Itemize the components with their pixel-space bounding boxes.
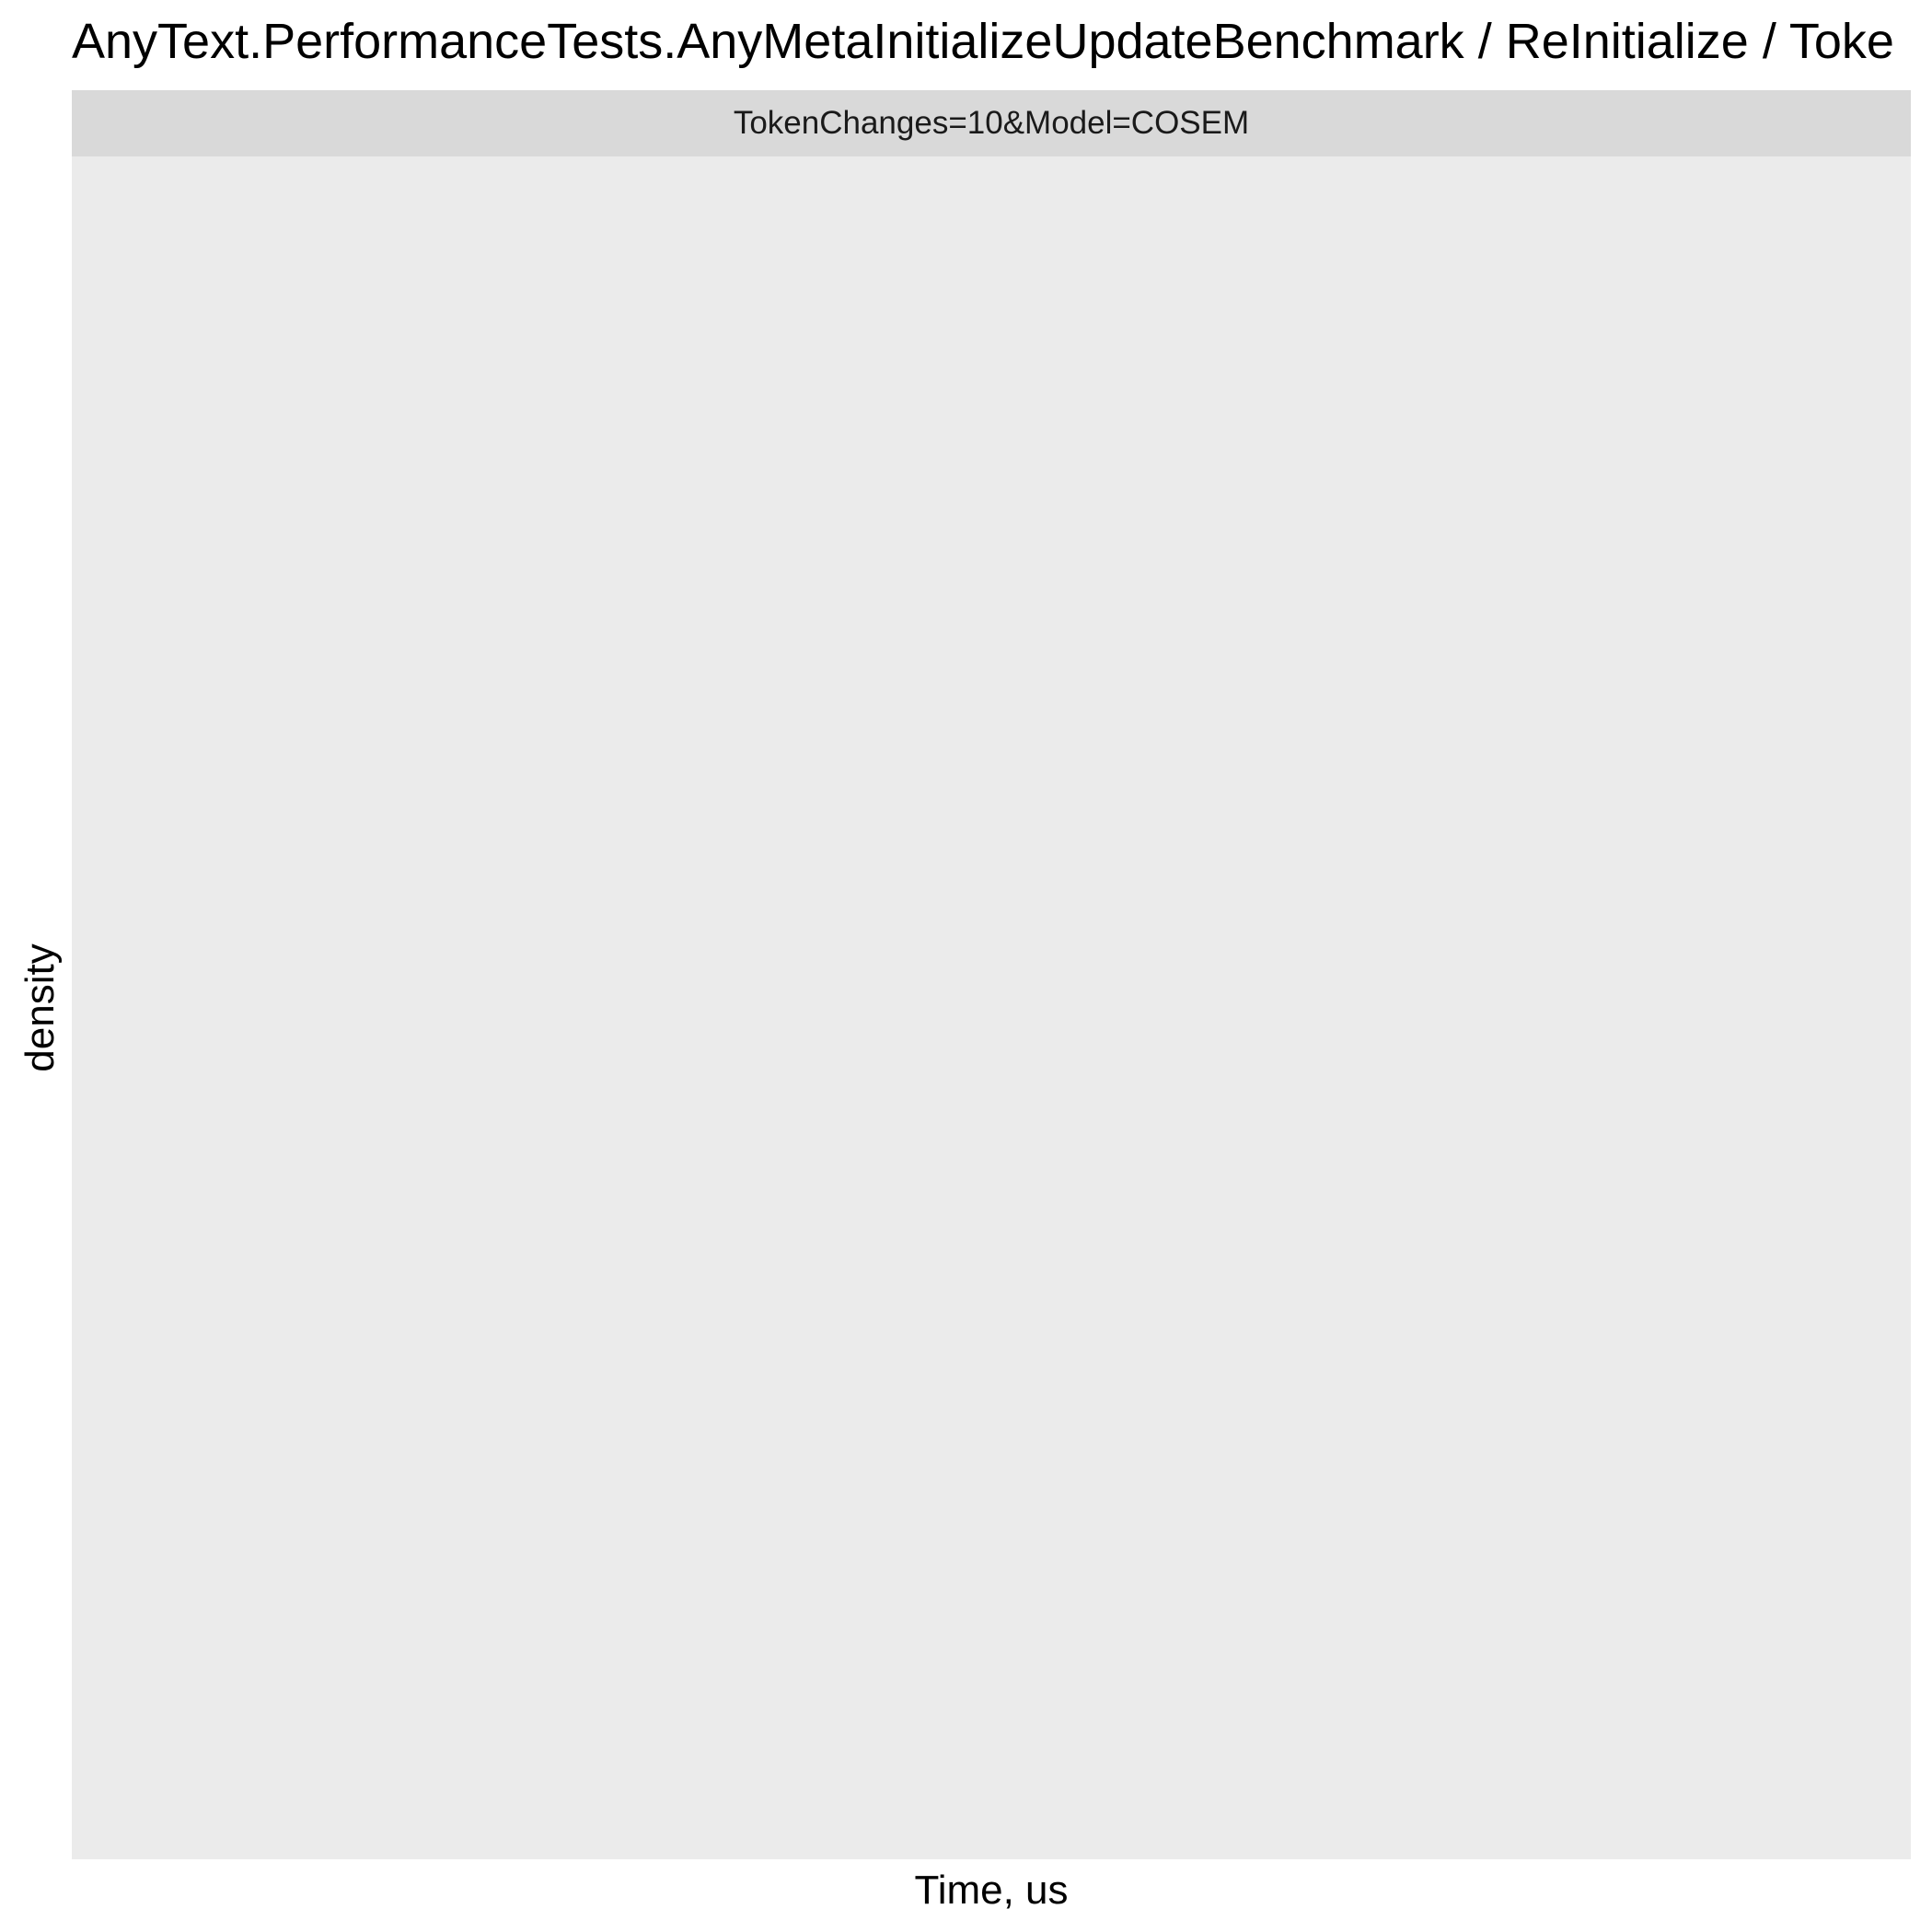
facet-strip: TokenChanges=10&Model=COSEM [72,90,1911,156]
plot-background [72,156,1911,1859]
y-axis-label: density [17,943,63,1072]
facet-strip-label: TokenChanges=10&Model=COSEM [733,105,1250,141]
x-axis-label: Time, us [914,1868,1069,1913]
plot-panel [72,156,1911,1859]
chart-title: AnyText.PerformanceTests.AnyMetaInitiali… [72,14,1894,69]
plot-area-svg [72,156,1911,1859]
